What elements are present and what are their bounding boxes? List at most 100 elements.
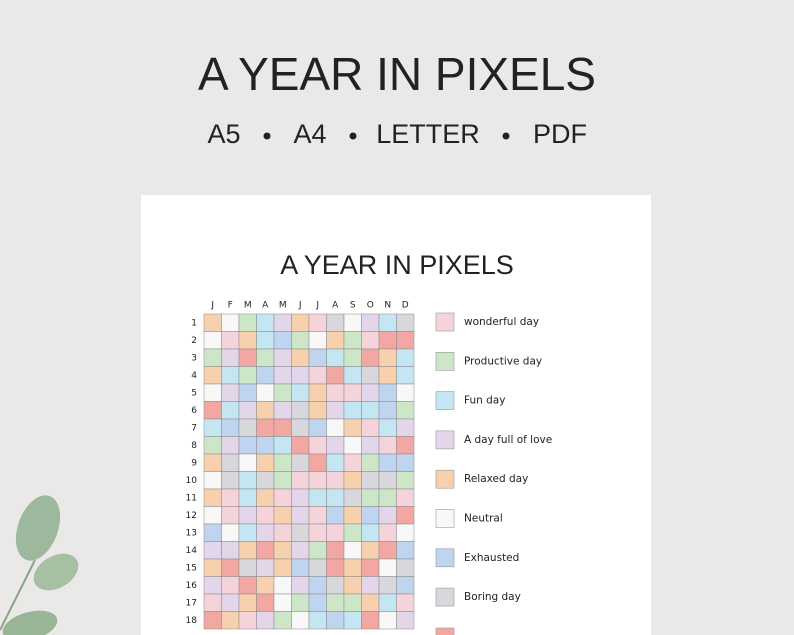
pixel bbox=[343, 366, 362, 385]
month-label: M bbox=[244, 301, 252, 311]
pixel bbox=[221, 611, 240, 630]
pixel bbox=[221, 418, 240, 437]
pixel bbox=[326, 331, 345, 350]
pixel bbox=[221, 313, 240, 332]
pixel bbox=[308, 436, 327, 455]
pixel bbox=[361, 348, 380, 367]
format-list: A5 A4 LETTER PDF bbox=[207, 119, 587, 149]
pixel bbox=[273, 313, 292, 332]
day-label: 17 bbox=[186, 598, 197, 608]
day-label: 3 bbox=[191, 353, 197, 363]
pixel bbox=[326, 366, 345, 385]
bullet bbox=[349, 132, 357, 140]
pixel bbox=[361, 313, 380, 332]
pixel bbox=[238, 471, 257, 490]
pixel bbox=[291, 523, 310, 542]
pixel bbox=[326, 541, 345, 560]
pixel bbox=[308, 331, 327, 350]
pixel bbox=[203, 541, 222, 560]
pixel bbox=[326, 488, 345, 507]
pixel bbox=[256, 523, 275, 542]
pixel bbox=[273, 453, 292, 472]
pixel bbox=[221, 471, 240, 490]
pixel bbox=[326, 453, 345, 472]
pixel bbox=[203, 366, 222, 385]
legend: wonderful day Productive day Fun day A day … bbox=[435, 312, 552, 607]
pixel bbox=[273, 488, 292, 507]
format: A4 bbox=[293, 119, 326, 149]
pixel bbox=[203, 383, 222, 402]
pixel bbox=[256, 558, 275, 577]
pixel bbox=[256, 401, 275, 420]
pixel bbox=[378, 523, 397, 542]
pixel bbox=[308, 453, 327, 472]
pixel bbox=[203, 488, 222, 507]
legend-label: wonderful day bbox=[464, 316, 539, 328]
pixel bbox=[273, 331, 292, 350]
pixel bbox=[308, 488, 327, 507]
pixel bbox=[308, 593, 327, 612]
day-label: 15 bbox=[186, 563, 197, 573]
legend-swatch bbox=[435, 391, 455, 410]
pixel bbox=[396, 313, 415, 332]
day-label: 9 bbox=[191, 458, 197, 468]
pixel bbox=[221, 383, 240, 402]
pixel bbox=[308, 541, 327, 560]
pixel bbox=[343, 593, 362, 612]
pixel bbox=[238, 313, 257, 332]
format: A5 bbox=[207, 119, 240, 149]
pixel bbox=[396, 366, 415, 385]
pixel bbox=[273, 558, 292, 577]
day-label: 14 bbox=[186, 546, 198, 556]
pixel bbox=[378, 313, 397, 332]
legend-label: Fun day bbox=[464, 395, 505, 407]
legend-label: Boring day bbox=[464, 591, 521, 603]
pixel bbox=[238, 418, 257, 437]
pixel bbox=[361, 611, 380, 630]
pixel bbox=[308, 366, 327, 385]
pixel bbox=[396, 383, 415, 402]
pixel bbox=[291, 383, 310, 402]
day-label: 13 bbox=[186, 528, 197, 538]
legend-swatch bbox=[435, 587, 455, 607]
pixel bbox=[361, 331, 380, 350]
pixel bbox=[308, 611, 327, 630]
pixel bbox=[326, 418, 345, 437]
pixel bbox=[343, 453, 362, 472]
pixel bbox=[256, 313, 275, 332]
pixel bbox=[238, 523, 257, 542]
pixel bbox=[273, 506, 292, 525]
pixel bbox=[343, 348, 362, 367]
format: PDF bbox=[533, 119, 587, 149]
day-label: 2 bbox=[191, 336, 197, 346]
pixel bbox=[203, 611, 222, 630]
pixel bbox=[326, 523, 345, 542]
pixel bbox=[378, 576, 397, 595]
pixel bbox=[291, 313, 310, 332]
pixel bbox=[221, 506, 240, 525]
pixel bbox=[308, 401, 327, 420]
pixel bbox=[291, 593, 310, 612]
pixel bbox=[308, 383, 327, 402]
day-label: 11 bbox=[186, 493, 197, 503]
pixel bbox=[273, 436, 292, 455]
pixel bbox=[343, 541, 362, 560]
pixel bbox=[221, 366, 240, 385]
pixel bbox=[238, 488, 257, 507]
pixel bbox=[378, 331, 397, 350]
pixel bbox=[238, 436, 257, 455]
pixel bbox=[308, 523, 327, 542]
pixel bbox=[326, 471, 345, 490]
pixel bbox=[326, 383, 345, 402]
month-label: F bbox=[228, 301, 233, 311]
month-label: D bbox=[402, 301, 409, 311]
pixel bbox=[326, 313, 345, 332]
pixel bbox=[308, 348, 327, 367]
pixel bbox=[378, 453, 397, 472]
pixel bbox=[256, 366, 275, 385]
pixel bbox=[273, 523, 292, 542]
pixel bbox=[256, 331, 275, 350]
pixel bbox=[378, 558, 397, 577]
